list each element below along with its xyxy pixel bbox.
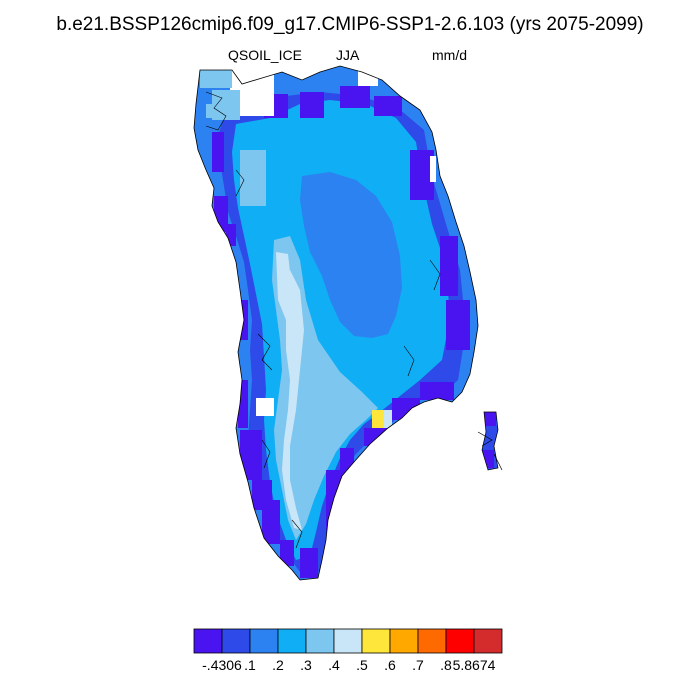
coast-details (205, 91, 441, 549)
high-interior (300, 172, 402, 338)
colorbar-box-1 (221, 628, 251, 654)
colorbar-box-0 (193, 628, 223, 654)
colorbar-label-3: .3 (300, 657, 312, 673)
colorbar-label-2: .2 (272, 657, 284, 673)
colorbar-label-4: .4 (328, 657, 340, 673)
colorbar-label-1: .1 (244, 657, 256, 673)
colorbar-box-8 (417, 628, 447, 654)
variable-label: QSOIL_ICE (228, 47, 302, 63)
units-label: mm/d (432, 47, 467, 63)
colorbar-box-5 (333, 628, 363, 654)
colorbar-box-4 (305, 628, 335, 654)
colorbar-label-5: .5 (356, 657, 368, 673)
colorbar-label-6: .6 (384, 657, 396, 673)
hotspot-neighbor (384, 410, 392, 428)
max-hotspot (372, 410, 384, 428)
colorbar-box-3 (277, 628, 307, 654)
northwest-strip (200, 70, 240, 120)
colorbar-box-9 (445, 628, 475, 654)
east-island-coastline (477, 411, 499, 471)
colorbar-label-9: 5.8674 (453, 657, 496, 673)
colorbar-box-6 (361, 628, 391, 654)
colorbar-label-7: .7 (412, 657, 424, 673)
colorbar-labels: -.4306.1 .2 .3 .4 .5 .6 .7 .8 5.8674 (202, 657, 495, 673)
colorbar-label-0: -.4306 (202, 657, 242, 673)
colorbar-label-8: .8 (440, 657, 452, 673)
season-label: JJA (336, 47, 360, 63)
colorbar-box-2 (249, 628, 279, 654)
colorbar-box-7 (389, 628, 419, 654)
colorbar-boxes (193, 628, 503, 654)
plot-title: b.e21.BSSP126cmip6.f09_g17.CMIP6-SSP1-2.… (56, 14, 644, 35)
east-coast-fragment (493, 453, 503, 471)
northwest-light-block (240, 150, 266, 206)
lightest-patch-north (276, 252, 292, 320)
lightest-zone (282, 270, 304, 530)
colorbar-box-10 (473, 628, 503, 654)
greenland-coastline (193, 65, 479, 581)
